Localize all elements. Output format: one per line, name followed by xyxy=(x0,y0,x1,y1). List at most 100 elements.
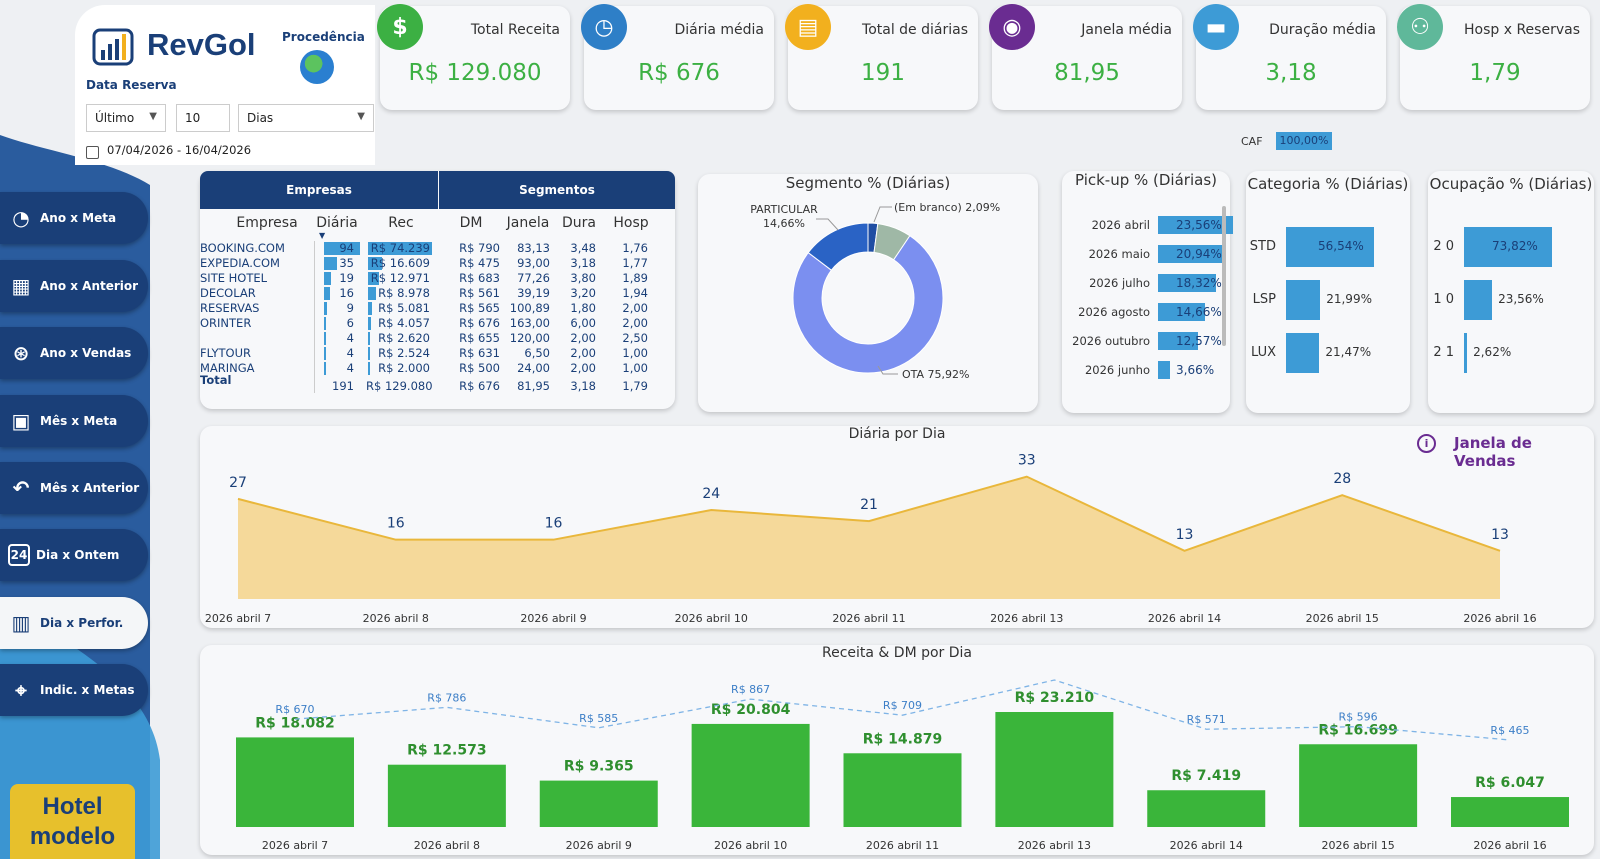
leader-line xyxy=(877,365,898,375)
x-tick-label: 2026 abril 8 xyxy=(414,839,480,852)
table-cell: SITE HOTEL xyxy=(200,271,268,285)
bar-value: 21,99% xyxy=(1326,292,1372,306)
data-label: 27 xyxy=(229,475,247,491)
table-row[interactable]: SITE HOTEL 19 R$ 12.971 R$ 683 77,26 3,80 1,89 xyxy=(200,271,675,286)
nav-label: Ano x Vendas xyxy=(40,346,132,360)
table-cell: 2,00 xyxy=(622,301,648,315)
bar[interactable] xyxy=(1286,333,1320,373)
bar-value: 2,62% xyxy=(1473,345,1512,359)
revenue-bar[interactable] xyxy=(387,764,506,827)
bar[interactable] xyxy=(1158,216,1233,234)
table-row[interactable]: BOOKING.COM 94 R$ 74.239 R$ 790 83,13 3,48 1,7… xyxy=(200,241,675,256)
bar-label: 2026 junho xyxy=(1084,363,1150,377)
table-row[interactable]: RESERVAS 9 R$ 5.081 R$ 565 100,89 1,80 2,00 xyxy=(200,301,675,316)
segmento-title: Segmento % (Diárias) xyxy=(785,174,951,192)
revenue-bar[interactable] xyxy=(1299,744,1418,827)
data-label: 16 xyxy=(387,516,405,532)
revenue-label: R$ 20.804 xyxy=(711,702,791,718)
table-cell: R$ 790 xyxy=(459,241,500,255)
janela-vendas-link[interactable]: Janela de Vendas xyxy=(1454,434,1532,470)
date-range: 07/04/2026 - 16/04/2026 xyxy=(107,143,252,157)
scrollbar[interactable] xyxy=(1222,206,1226,346)
table-row[interactable]: 4 R$ 2.620 R$ 655 120,00 2,00 2,50 xyxy=(200,331,675,346)
nav-dia-x-ontem[interactable]: 24 Dia x Ontem xyxy=(0,529,148,581)
kpi-value: 191 xyxy=(861,60,905,86)
pie-slice[interactable] xyxy=(807,222,869,271)
nav-m-s-x-anterior[interactable]: ↶ Mês x Anterior xyxy=(0,462,148,514)
column-header[interactable]: Hosp xyxy=(613,215,649,231)
revenue-bar[interactable] xyxy=(1147,790,1266,827)
column-header[interactable]: Rec xyxy=(388,215,414,231)
revenue-bar[interactable] xyxy=(236,737,354,827)
count-input[interactable]: 10 xyxy=(176,104,230,132)
nav-ano-x-meta[interactable]: ◔ Ano x Meta xyxy=(0,192,148,244)
globe-icon[interactable] xyxy=(300,50,334,84)
table-row[interactable]: EXPEDIA.COM 35 R$ 16.609 R$ 475 93,00 3,18 1,7… xyxy=(200,256,675,271)
info-icon[interactable]: i xyxy=(1417,434,1436,453)
column-header[interactable]: Dura xyxy=(562,215,596,231)
table-row[interactable]: FLYTOUR 4 R$ 2.524 R$ 631 6,50 2,00 1,00 xyxy=(200,346,675,361)
bar[interactable] xyxy=(1464,227,1552,267)
nav-dia-x-perfor-[interactable]: ▥ Dia x Perfor. xyxy=(0,597,148,649)
group-segmentos: Segmentos xyxy=(439,171,675,209)
kpi-label: Janela média xyxy=(1081,22,1172,38)
ocupacao-title: Ocupação % (Diárias) xyxy=(1429,175,1593,193)
table-row[interactable]: ORINTER 6 R$ 4.057 R$ 676 163,00 6,00 2,00 xyxy=(200,316,675,331)
table-row[interactable]: DECOLAR 16 R$ 8.978 R$ 561 39,19 3,20 1,94 xyxy=(200,286,675,301)
bar[interactable] xyxy=(1158,361,1170,379)
table-cell: 24,00 xyxy=(517,361,550,375)
x-tick-label: 2026 abril 15 xyxy=(1321,839,1394,852)
relative-select[interactable]: Último ▼ xyxy=(86,104,166,132)
table-row[interactable]: MARINGA 4 R$ 2.000 R$ 500 24,00 2,00 1,00 xyxy=(200,361,675,376)
data-label: 21 xyxy=(860,497,878,513)
sort-desc-icon[interactable]: ▼ xyxy=(319,231,326,240)
column-header[interactable]: Empresa xyxy=(236,215,298,231)
rec-bar xyxy=(368,287,376,300)
bar[interactable] xyxy=(1158,332,1198,350)
unit-select[interactable]: Dias ▼ xyxy=(238,104,374,132)
revenue-label: R$ 6.047 xyxy=(1475,775,1545,791)
dm-line xyxy=(294,679,1511,741)
rec-bar xyxy=(368,257,383,270)
x-tick-label: 2026 abril 16 xyxy=(1463,612,1536,625)
revenue-bar[interactable] xyxy=(995,712,1114,827)
revenue-label: R$ 18.082 xyxy=(255,715,334,731)
calendar-icon xyxy=(86,146,99,159)
calculator-icon: ▤ xyxy=(785,4,831,50)
table-cell: R$ 631 xyxy=(459,346,500,360)
revenue-bar[interactable] xyxy=(691,723,810,827)
bar-label: 2 1 xyxy=(1433,345,1454,360)
column-header[interactable]: DM xyxy=(459,215,483,231)
nav-indic-x-metas[interactable]: ⌖ Indic. x Metas xyxy=(0,664,148,716)
nav-ano-x-vendas[interactable]: ⊛ Ano x Vendas xyxy=(0,327,148,379)
table-total-cell: Total xyxy=(200,373,232,387)
bar[interactable] xyxy=(1286,227,1374,267)
revenue-bar[interactable] xyxy=(1451,797,1569,827)
revenue-bar[interactable] xyxy=(843,753,962,827)
table-cell: 1,89 xyxy=(622,271,648,285)
x-tick-label: 2026 abril 11 xyxy=(866,839,939,852)
table-cell: 163,00 xyxy=(509,316,550,330)
bar[interactable] xyxy=(1158,245,1225,263)
bar[interactable] xyxy=(1464,280,1493,320)
column-header[interactable]: Diária xyxy=(316,215,358,231)
column-divider xyxy=(314,241,315,393)
table-cell: 4 xyxy=(346,331,354,345)
nav-m-s-x-meta[interactable]: ▣ Mês x Meta xyxy=(0,395,148,447)
revenue-label: R$ 7.419 xyxy=(1171,768,1241,784)
table-cell: 120,00 xyxy=(509,331,550,345)
table-cell: 4 xyxy=(346,346,354,360)
bar[interactable] xyxy=(1158,303,1205,321)
table-cell: 3,48 xyxy=(570,241,596,255)
nav-ano-x-anterior[interactable]: ▦ Ano x Anterior xyxy=(0,260,148,312)
table-cell: ORINTER xyxy=(200,316,252,330)
column-header[interactable]: Janela xyxy=(506,215,550,231)
bar[interactable] xyxy=(1464,333,1468,373)
bar[interactable] xyxy=(1158,274,1217,292)
leader-line xyxy=(873,206,892,223)
bar[interactable] xyxy=(1286,280,1321,320)
revenue-bar[interactable] xyxy=(539,780,658,827)
diaria-dia-title: Diária por Dia xyxy=(848,426,946,442)
money-search-icon: ⊛ xyxy=(12,341,30,365)
